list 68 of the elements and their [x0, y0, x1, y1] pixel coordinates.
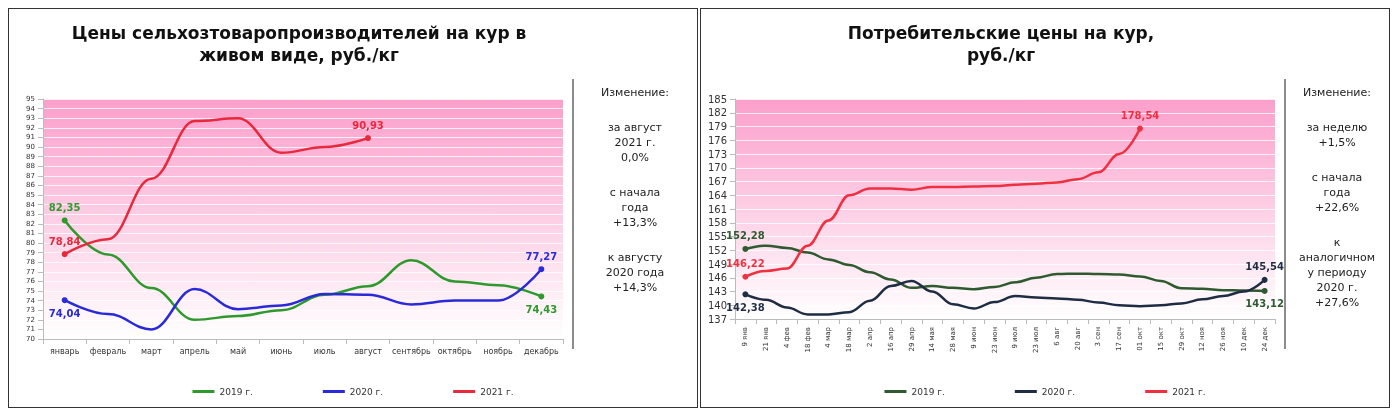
y-tick-label: 161 — [707, 203, 727, 215]
x-tick-label: ноябрь — [483, 346, 514, 356]
y-tick-label: 137 — [707, 313, 727, 325]
point — [365, 135, 371, 142]
legend-label: 2021 г. — [480, 386, 514, 397]
data-label: 82,35 — [48, 201, 81, 213]
text: с начала года +22,6% — [1311, 171, 1363, 214]
legend-label: 2021 г. — [1172, 386, 1206, 397]
point — [1261, 276, 1268, 283]
data-label: 178,54 — [1120, 110, 1160, 122]
data-label: 78,84 — [48, 235, 81, 247]
x-tick-label: февраль — [89, 346, 127, 356]
point — [742, 245, 749, 252]
legend-label: 2019 г. — [911, 386, 945, 397]
y-tick-label: 146 — [707, 272, 727, 284]
x-tick-label: июнь — [270, 346, 293, 356]
y-tick-label: 143 — [707, 286, 727, 297]
y-tick-label: 170 — [707, 162, 727, 174]
text: к августу 2020 года +14,3% — [605, 251, 665, 294]
chart-title: Потребительские цены на кур, руб./кг — [847, 23, 1155, 65]
legend-label: 2020 г. — [349, 386, 384, 397]
point — [1137, 125, 1143, 132]
point — [61, 297, 68, 304]
text: с начала года +13,3% — [609, 186, 661, 229]
point — [742, 291, 749, 298]
y-tick-label: 152 — [707, 244, 727, 256]
x-tick-label: октябрь — [437, 346, 472, 356]
point — [61, 251, 68, 258]
y-tick-label: 173 — [707, 148, 727, 160]
y-tick-label: 158 — [707, 217, 727, 229]
x-tick-label: август — [354, 346, 383, 356]
data-label: 74,43 — [525, 303, 558, 315]
data-label: 152,28 — [726, 230, 765, 242]
x-tick-label: июль — [313, 346, 336, 356]
text: Изменение: — [1303, 86, 1371, 99]
y-tick-label: 167 — [707, 176, 727, 187]
point — [1261, 287, 1268, 294]
data-label: 146,22 — [726, 258, 765, 270]
y-tick-label: 149 — [707, 258, 727, 270]
y-tick-label: 182 — [707, 107, 727, 119]
data-label: 145,54 — [1245, 261, 1284, 273]
data-label: 142,38 — [726, 301, 765, 313]
legend-label: 2020 г. — [1041, 386, 1076, 397]
x-tick-label: март — [140, 346, 163, 356]
data-label: 143,12 — [1245, 298, 1284, 310]
point — [61, 217, 68, 224]
y-tick-label: 164 — [707, 189, 727, 201]
y-tick-label: 179 — [707, 121, 727, 132]
y-tick-label: 140 — [707, 299, 727, 311]
data-label: 74,04 — [48, 307, 81, 319]
y-tick-label: 155 — [707, 231, 727, 242]
text: за неделю +1,5% — [1306, 121, 1368, 149]
text: к аналогичном у периоду 2020 г. +27,6% — [1298, 236, 1376, 309]
point — [742, 273, 749, 280]
chart-title: Цены сельхозтоваропроизводителей на кур в живом виде, руб./кг — [71, 23, 527, 65]
x-tick-label: январь — [49, 346, 80, 356]
x-tick-label: май — [229, 346, 247, 356]
point — [538, 266, 545, 273]
text: за август 2021 г. 0,0% — [607, 121, 663, 164]
x-tick-label: декабрь — [523, 346, 560, 356]
legend-label: 2019 г. — [219, 386, 253, 397]
data-label: 90,93 — [352, 119, 384, 131]
x-tick-label: сентябрь — [391, 346, 431, 356]
data-label: 77,27 — [525, 250, 558, 262]
y-tick-label: 176 — [707, 134, 727, 146]
text: Изменение: — [601, 86, 669, 99]
x-tick-label: апрель — [179, 346, 210, 356]
y-tick-label: 185 — [707, 93, 727, 105]
